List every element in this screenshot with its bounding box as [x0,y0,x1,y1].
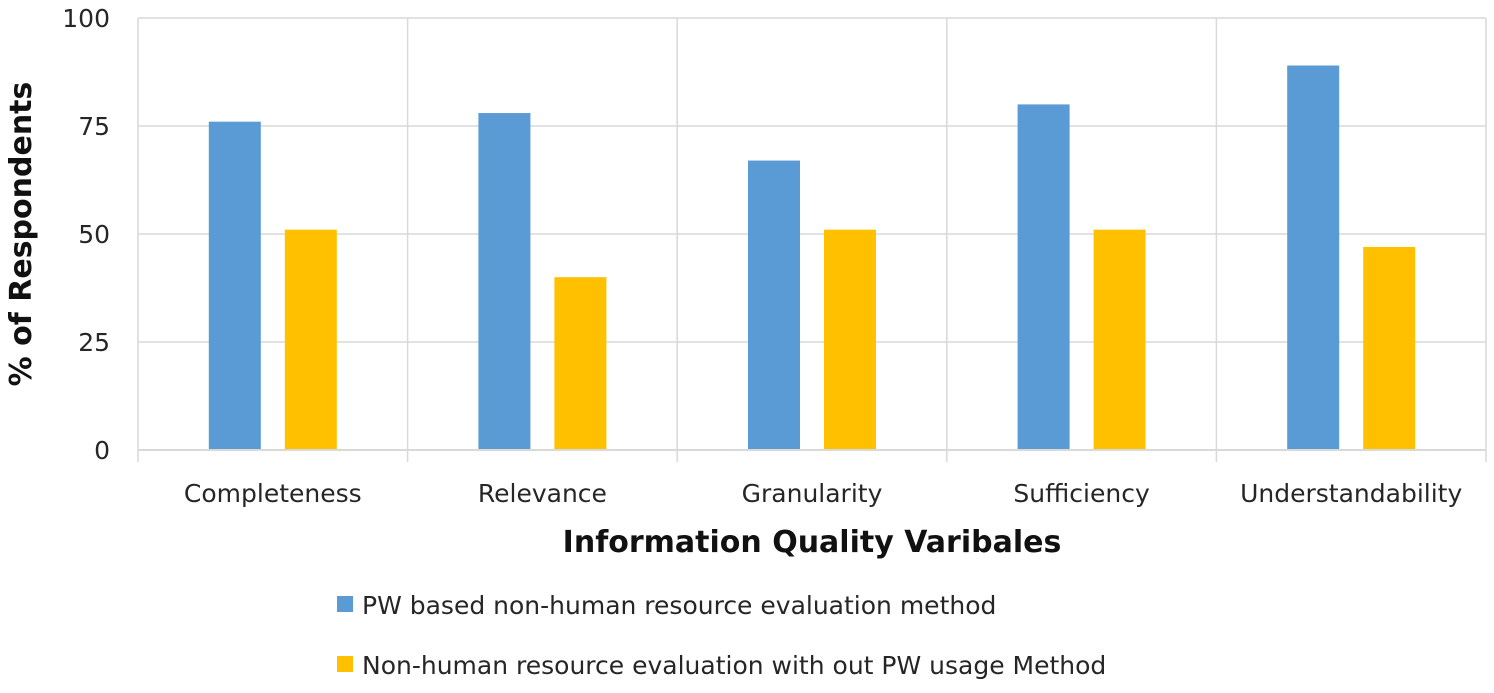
bars [208,65,1416,451]
y-tick-label: 50 [78,220,110,249]
y-axis-title: % of Respondents [4,82,39,387]
x-tick-label: Completeness [184,479,362,508]
x-tick-label: Relevance [478,479,607,508]
bar-relevance-series-2 [554,277,607,450]
bar-completeness-series-1 [208,121,261,451]
bar-granularity-series-1 [748,160,800,450]
y-tick-label: 0 [94,436,110,465]
legend-swatch [337,596,353,612]
axes: 0 25 50 75 100 Completeness Relevance Granulari… [62,4,1486,508]
bar-sufficiency-series-1 [1017,104,1070,451]
x-tick-label: Sufficiency [1013,479,1150,508]
y-tick-label: 100 [62,4,110,33]
legend: PW based non-human resource evaluation m… [337,591,1106,680]
gridlines [137,17,1487,462]
bar-completeness-series-2 [284,229,337,450]
x-tick-label: Granularity [742,479,883,508]
y-tick-label: 75 [78,112,110,141]
legend-label: PW based non-human resource evaluation m… [362,591,996,620]
bar-relevance-series-1 [478,113,531,450]
bar-understandability-series-1 [1287,65,1340,451]
bar-granularity-series-2 [824,229,876,450]
legend-swatch [337,656,353,672]
x-tick-label: Understandability [1240,479,1462,508]
y-tick-label: 25 [78,328,110,357]
bar-sufficiency-series-2 [1093,229,1146,450]
bar-understandability-series-2 [1363,246,1416,450]
legend-label: Non-human resource evaluation with out P… [362,651,1106,680]
x-axis-title: Information Quality Varibales [563,525,1062,560]
